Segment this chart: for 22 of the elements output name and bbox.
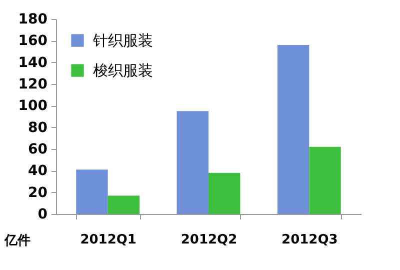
bar	[176, 111, 208, 214]
x-tick-label: 2012Q2	[180, 232, 238, 248]
y-tick-label: 160	[18, 33, 48, 50]
legend-label: 梭织服装	[93, 62, 153, 80]
y-tick-label: 20	[28, 184, 48, 201]
bar	[108, 196, 140, 214]
legend-label: 针织服装	[92, 32, 153, 50]
bar	[76, 170, 108, 214]
y-tick-label: 120	[18, 76, 48, 92]
y-tick-label: 0	[38, 206, 48, 222]
y-tick-label: 40	[28, 163, 48, 180]
bar	[277, 45, 310, 214]
y-tick-label: 80	[28, 120, 48, 136]
bar	[208, 172, 240, 214]
x-tick-label: 2012Q1	[80, 232, 136, 248]
y-tick-label: 60	[28, 142, 48, 158]
y-tick-label: 100	[18, 98, 48, 114]
y-axis-title: 亿件	[4, 234, 30, 248]
y-tick-label: 180	[18, 12, 48, 28]
y-tick-label: 140	[18, 54, 48, 71]
x-tick-label: 2012Q3	[282, 232, 338, 248]
bar	[309, 146, 341, 214]
